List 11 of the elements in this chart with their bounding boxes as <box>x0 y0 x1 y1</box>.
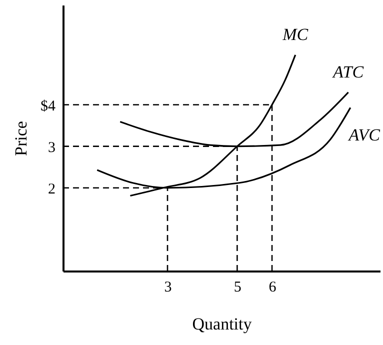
series-label: ATC <box>332 62 364 82</box>
y-tick-label: $4 <box>40 98 56 114</box>
x-tick-label: 6 <box>268 280 277 296</box>
x-tick-label: 3 <box>164 280 172 296</box>
y-tick-label: 2 <box>48 181 56 198</box>
series-label: AVC <box>348 126 381 145</box>
series-label: MC <box>282 24 309 44</box>
x-axis-title: Quantity <box>192 314 252 334</box>
y-tick-label: 3 <box>48 140 56 156</box>
y-axis-title: Price <box>12 121 30 156</box>
x-tick-label: 5 <box>234 280 242 296</box>
